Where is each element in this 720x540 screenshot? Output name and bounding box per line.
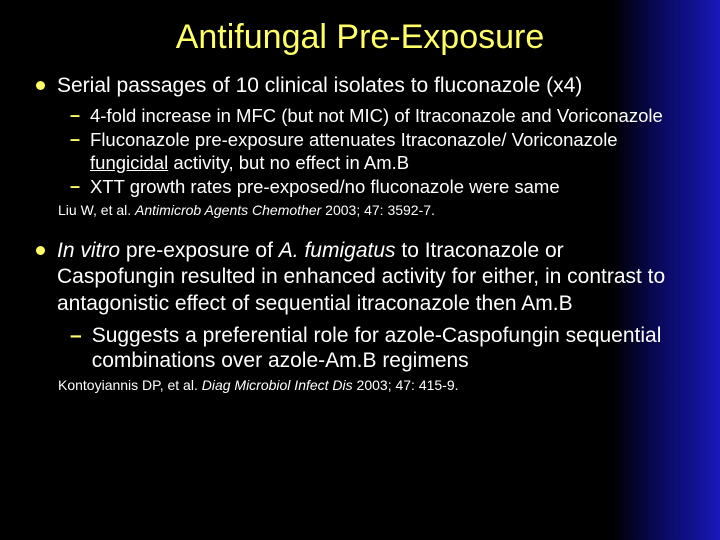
sub-bullet: – Suggests a preferential role for azole…: [70, 323, 684, 373]
bullet-dot-icon: [36, 81, 45, 90]
citation-1: Liu W, et al. Antimicrob Agents Chemothe…: [58, 202, 684, 218]
main-bullet-1: Serial passages of 10 clinical isolates …: [36, 73, 684, 99]
dash-icon: –: [70, 323, 82, 348]
slide: Antifungal Pre-Exposure Serial passages …: [0, 0, 720, 540]
sub-bullet: – Fluconazole pre-exposure attenuates It…: [70, 129, 684, 173]
bullet-dot-icon: [36, 246, 45, 255]
main-bullet-2: In vitro pre-exposure of A. fumigatus to…: [36, 238, 684, 317]
citation-journal: Diag Microbiol Infect Dis: [202, 377, 357, 393]
sub-bullet: – 4-fold increase in MFC (but not MIC) o…: [70, 105, 684, 127]
sub-bullet-text: XTT growth rates pre-exposed/no fluconaz…: [90, 176, 560, 198]
content-block-2: In vitro pre-exposure of A. fumigatus to…: [36, 238, 684, 393]
citation-2: Kontoyiannis DP, et al. Diag Microbiol I…: [58, 377, 684, 393]
citation-journal: Antimicrob Agents Chemother: [135, 202, 325, 218]
main-bullet-text: In vitro pre-exposure of A. fumigatus to…: [57, 238, 684, 317]
dash-icon: –: [70, 176, 80, 198]
sub-bullet-text: Suggests a preferential role for azole-C…: [92, 323, 684, 373]
sub-bullet: – XTT growth rates pre-exposed/no flucon…: [70, 176, 684, 198]
dash-icon: –: [70, 129, 80, 151]
citation-author: Kontoyiannis DP, et al.: [58, 377, 202, 393]
slide-title: Antifungal Pre-Exposure: [36, 18, 684, 57]
citation-author: Liu W, et al.: [58, 202, 135, 218]
sub-bullet-text: Fluconazole pre-exposure attenuates Itra…: [90, 129, 684, 173]
main-bullet-text: Serial passages of 10 clinical isolates …: [57, 73, 582, 99]
sub-list-2: – Suggests a preferential role for azole…: [70, 323, 684, 373]
citation-ref: 2003; 47: 3592-7.: [325, 202, 435, 218]
sub-list-1: – 4-fold increase in MFC (but not MIC) o…: [70, 105, 684, 198]
dash-icon: –: [70, 105, 80, 127]
sub-bullet-text: 4-fold increase in MFC (but not MIC) of …: [90, 105, 663, 127]
content-block-1: Serial passages of 10 clinical isolates …: [36, 73, 684, 218]
citation-ref: 2003; 47: 415-9.: [357, 377, 459, 393]
